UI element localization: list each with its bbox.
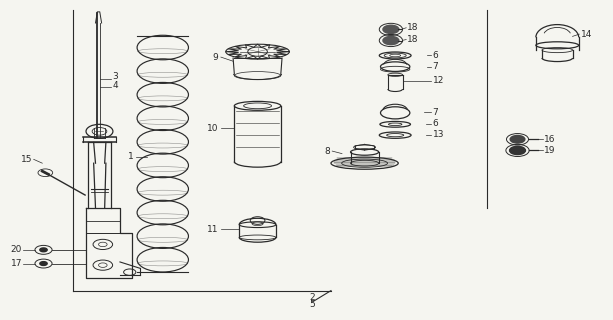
- Text: 6: 6: [433, 119, 438, 128]
- Text: 10: 10: [207, 124, 218, 132]
- Text: 7: 7: [433, 62, 438, 71]
- Text: 11: 11: [207, 225, 218, 234]
- Text: 2: 2: [310, 293, 316, 302]
- Text: 1: 1: [128, 152, 134, 161]
- Circle shape: [40, 262, 47, 266]
- Text: 17: 17: [10, 259, 22, 268]
- Text: 12: 12: [433, 76, 444, 85]
- Text: 18: 18: [408, 35, 419, 44]
- Text: 4: 4: [113, 81, 118, 90]
- Text: 13: 13: [433, 130, 444, 139]
- Circle shape: [40, 248, 47, 252]
- Text: 18: 18: [408, 23, 419, 32]
- Circle shape: [383, 25, 399, 34]
- Text: 7: 7: [433, 108, 438, 117]
- Text: 16: 16: [544, 135, 555, 144]
- Text: 20: 20: [10, 245, 22, 254]
- Text: 15: 15: [21, 155, 32, 164]
- Text: 3: 3: [113, 72, 118, 81]
- Text: 9: 9: [213, 52, 218, 61]
- Text: 19: 19: [544, 146, 555, 155]
- Text: 6: 6: [433, 51, 438, 60]
- Circle shape: [383, 36, 399, 45]
- Text: 8: 8: [324, 147, 330, 156]
- Text: 5: 5: [310, 300, 316, 309]
- Circle shape: [510, 135, 525, 143]
- Text: 14: 14: [581, 30, 592, 39]
- Circle shape: [509, 146, 525, 155]
